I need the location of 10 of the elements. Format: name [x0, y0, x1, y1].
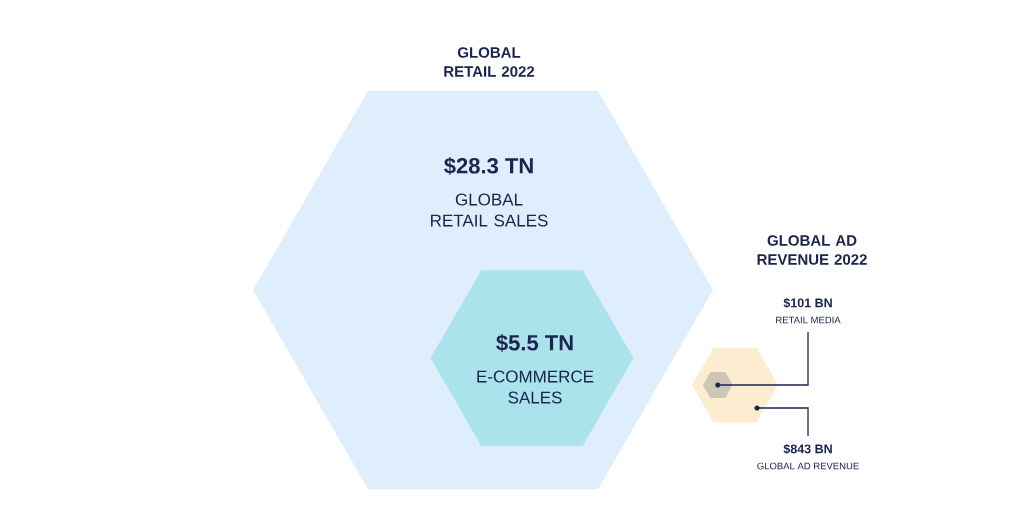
- data-label: $101 BN: [783, 297, 832, 309]
- category-label: GLOBAL RETAIL SALES: [431, 193, 548, 227]
- category-label: E-COMMERCE SALES: [477, 370, 594, 404]
- data-label: $5.5 TN: [496, 334, 573, 352]
- category-label: RETAIL MEDIA: [776, 316, 841, 324]
- data-label: $28.3 TN: [444, 157, 533, 175]
- text: GLOBAL AD REVENUE 2022: [757, 235, 867, 265]
- category-label: GLOBAL AD REVENUE: [757, 462, 859, 470]
- data-label: $843 BN: [783, 443, 832, 455]
- text: GLOBAL RETAIL 2022: [444, 47, 535, 77]
